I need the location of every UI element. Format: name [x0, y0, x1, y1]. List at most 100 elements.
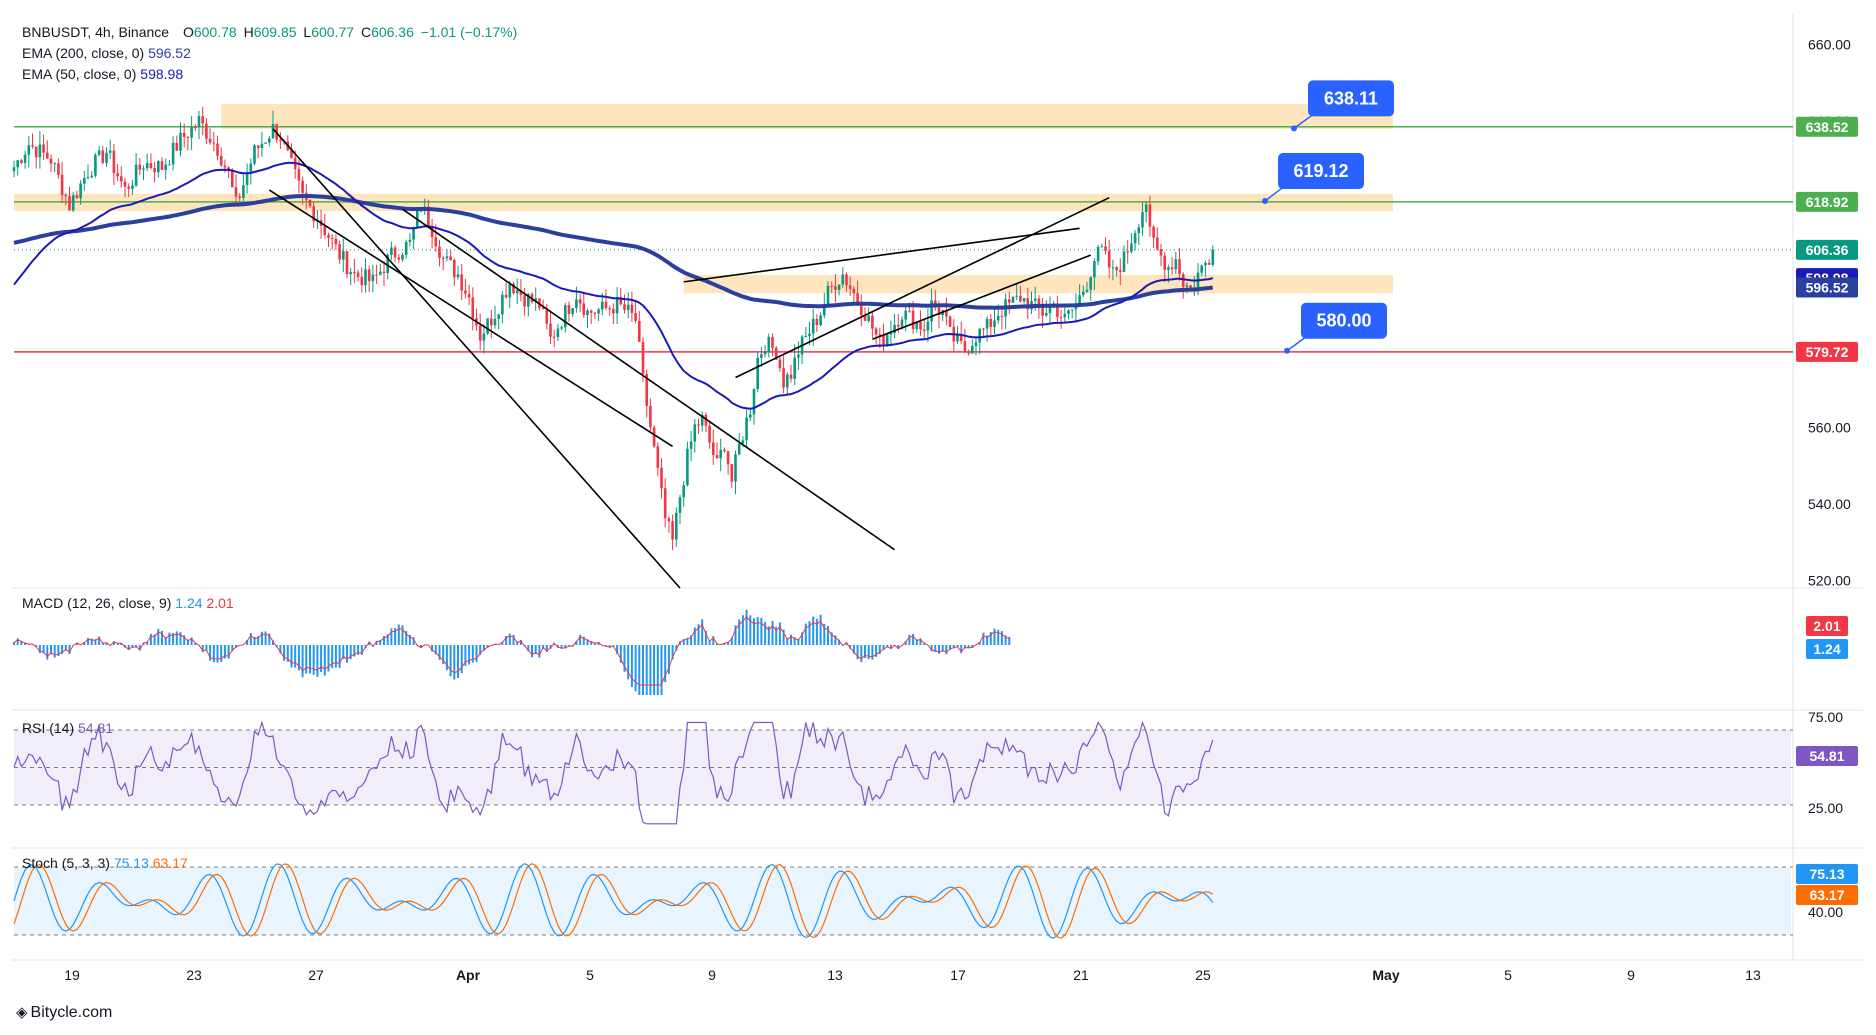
- candle-body: [630, 304, 634, 313]
- candle-body: [441, 257, 445, 259]
- candle-body: [308, 199, 312, 207]
- ema-lines: [13, 161, 1214, 410]
- candle-body: [967, 352, 970, 354]
- candle-body: [893, 324, 896, 334]
- candle-body: [71, 195, 75, 211]
- callout-anchor: [1284, 347, 1290, 354]
- candle-body: [623, 304, 626, 310]
- macd-signal-value: 2.01: [206, 595, 234, 611]
- rsi-legend[interactable]: RSI (14) 54.81: [22, 720, 113, 736]
- time-tick-label: 23: [186, 967, 202, 983]
- candle-body: [1022, 298, 1026, 302]
- stoch-d-badge: [1796, 885, 1858, 905]
- candle-body: [660, 467, 663, 489]
- rsi-pane: 75.00 25.00 54.81: [13, 709, 1858, 825]
- candle-body: [678, 497, 682, 513]
- candle-body: [46, 152, 49, 159]
- callout-anchor: [1262, 198, 1268, 205]
- trendline: [268, 189, 674, 448]
- candle-body: [327, 235, 330, 238]
- brand-watermark[interactable]: ◈ Bitycle.com: [16, 1003, 112, 1022]
- candle-body: [501, 294, 504, 315]
- rsi-value: 54.81: [78, 720, 114, 736]
- candle-body: [749, 414, 752, 418]
- candle-body: [497, 314, 500, 319]
- candle-body: [719, 449, 722, 459]
- candle-body: [996, 315, 1000, 321]
- price-zone: [683, 274, 1393, 294]
- ohlc-low-label: L: [303, 24, 312, 40]
- candle-body: [23, 154, 27, 163]
- candle-body: [782, 368, 785, 388]
- candle-body: [419, 210, 423, 212]
- ema200-label: EMA (200, close, 0): [22, 45, 145, 61]
- macd-legend[interactable]: MACD (12, 26, close, 9) 1.24 2.01: [22, 595, 234, 611]
- candle-body: [12, 167, 16, 172]
- macd-signal-line: [13, 616, 1010, 686]
- candle-body: [675, 512, 678, 540]
- price-axis-badge-label: 606.36: [1806, 242, 1849, 258]
- candle-body: [105, 152, 108, 163]
- price-axis-badge: [1796, 277, 1858, 298]
- time-tick-label: 17: [950, 967, 966, 983]
- candle-body: [1133, 233, 1137, 244]
- candle-body: [1082, 291, 1085, 296]
- candle-body: [763, 352, 767, 355]
- candle-body: [264, 142, 267, 144]
- candle-body: [219, 155, 223, 166]
- candle-body: [94, 154, 97, 176]
- candle-body: [826, 285, 830, 305]
- candle-body: [120, 176, 123, 182]
- candle-body: [545, 308, 549, 324]
- candle-body: [138, 164, 142, 170]
- candle-body: [408, 239, 412, 242]
- candle-body: [164, 164, 167, 170]
- candle-body: [101, 150, 105, 163]
- candle-body: [523, 294, 526, 307]
- candle-body: [478, 325, 482, 341]
- candle-body: [1045, 313, 1048, 316]
- candle-body: [1089, 277, 1092, 290]
- candle-body: [1181, 274, 1185, 287]
- candle-body: [390, 247, 393, 255]
- ema200-legend[interactable]: EMA (200, close, 0) 596.52: [22, 44, 191, 62]
- candle-body: [493, 318, 497, 326]
- candle-body: [482, 333, 486, 341]
- ema50-legend[interactable]: EMA (50, close, 0) 598.98: [22, 65, 183, 83]
- candle-body: [723, 449, 726, 452]
- candle-body: [245, 173, 249, 186]
- time-tick-label: 19: [64, 967, 80, 983]
- candle-body: [549, 323, 552, 337]
- macd-value-badge: [1806, 639, 1848, 659]
- stoch-legend[interactable]: Stoch (5, 3, 3) 75.13 63.17: [22, 855, 188, 871]
- candle-body: [445, 256, 449, 259]
- candle-body: [897, 324, 900, 327]
- candle-body: [582, 303, 586, 316]
- candle-body: [638, 320, 641, 342]
- candle-body: [878, 334, 882, 336]
- candle-body: [238, 196, 241, 198]
- candle-body: [741, 440, 745, 444]
- candle-body: [38, 144, 42, 158]
- candle-body: [1137, 227, 1141, 234]
- candle-body: [371, 274, 375, 282]
- candle-body: [134, 164, 138, 186]
- candle-body: [323, 225, 327, 236]
- trendline: [272, 128, 681, 589]
- candle-body: [279, 139, 282, 141]
- macd-signal-badge-label: 2.01: [1813, 618, 1840, 634]
- candle-body: [815, 318, 819, 326]
- candle-body: [1037, 298, 1041, 308]
- candle-body: [771, 336, 774, 348]
- time-tick-label: May: [1372, 967, 1399, 983]
- candle-body: [249, 163, 253, 174]
- candle-body: [430, 226, 434, 238]
- price-tick-label: 540.00: [1808, 496, 1851, 512]
- candle-body: [353, 272, 356, 274]
- time-axis: 19 23 27 Apr 5 9 13 17 21 25 May 5 9 13: [64, 967, 1761, 983]
- candle-body: [356, 272, 360, 277]
- candle-body: [1144, 204, 1148, 212]
- candle-body: [1008, 299, 1011, 303]
- candle-body: [882, 335, 885, 346]
